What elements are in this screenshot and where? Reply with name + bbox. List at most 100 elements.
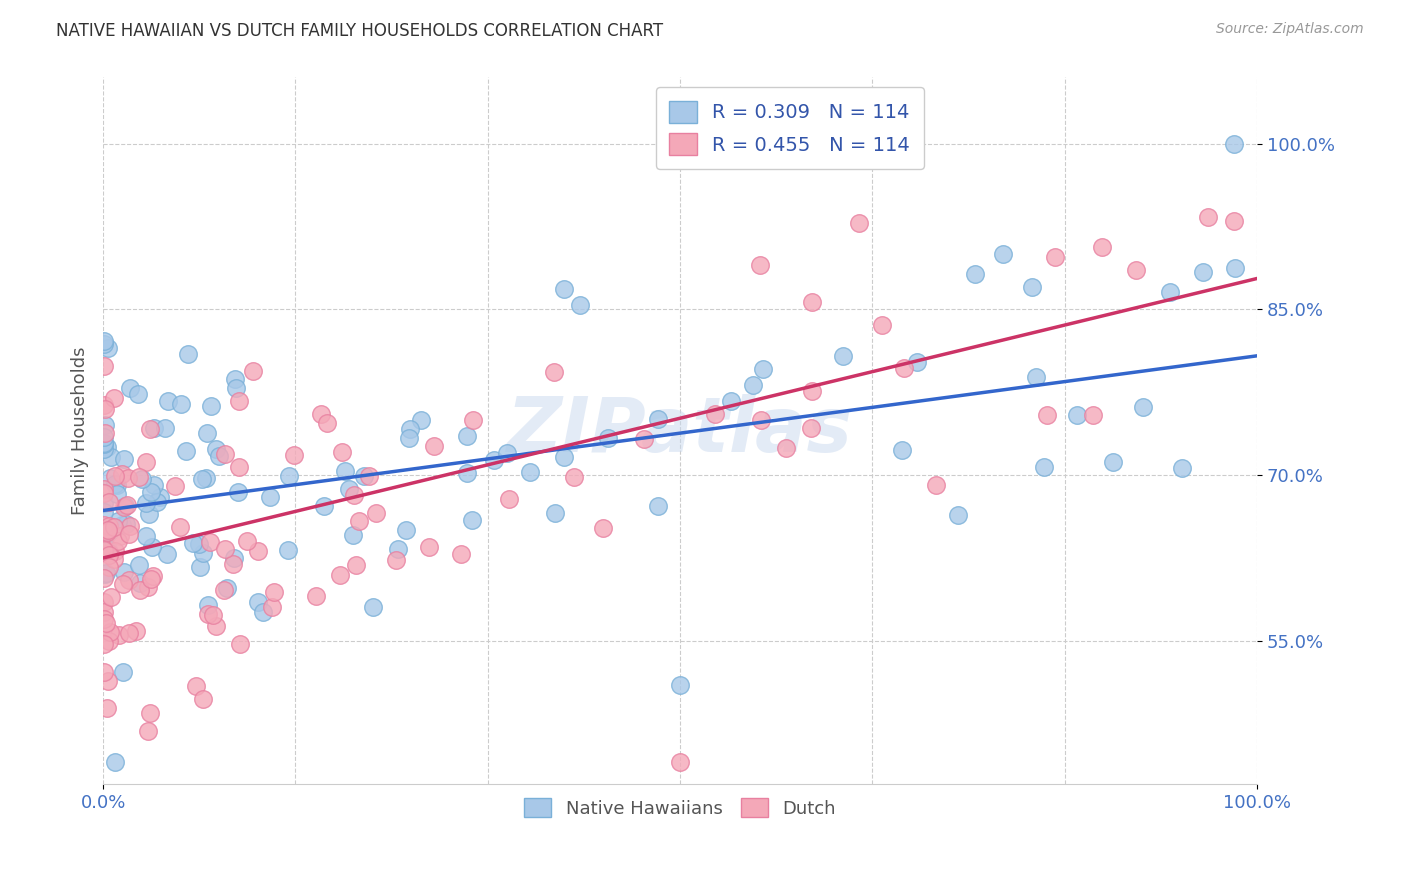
Point	[263, 585, 285, 599]
Point	[343, 488, 366, 502]
Point	[385, 553, 408, 567]
Point	[259, 490, 281, 504]
Point	[633, 432, 655, 446]
Point	[94, 566, 117, 580]
Point	[93, 334, 115, 348]
Point	[1223, 136, 1246, 151]
Text: NATIVE HAWAIIAN VS DUTCH FAMILY HOUSEHOLDS CORRELATION CHART: NATIVE HAWAIIAN VS DUTCH FAMILY HOUSEHOL…	[56, 22, 664, 40]
Y-axis label: Family Households: Family Households	[72, 347, 89, 516]
Point	[332, 444, 354, 458]
Point	[201, 607, 224, 622]
Point	[704, 407, 727, 421]
Point	[93, 542, 115, 557]
Point	[105, 487, 128, 501]
Point	[96, 527, 118, 541]
Point	[97, 548, 120, 562]
Point	[720, 394, 742, 409]
Point	[177, 347, 200, 361]
Point	[169, 520, 191, 534]
Point	[93, 418, 115, 433]
Point	[98, 560, 121, 574]
Point	[1197, 210, 1219, 224]
Point	[143, 421, 166, 435]
Point	[669, 756, 692, 770]
Point	[222, 557, 245, 571]
Point	[107, 514, 129, 528]
Point	[94, 544, 117, 558]
Point	[93, 605, 115, 619]
Point	[800, 295, 823, 310]
Point	[108, 628, 131, 642]
Point	[115, 498, 138, 512]
Point	[1091, 240, 1114, 254]
Point	[197, 607, 219, 621]
Point	[418, 540, 440, 554]
Point	[94, 615, 117, 630]
Point	[93, 505, 115, 519]
Point	[495, 446, 517, 460]
Point	[112, 452, 135, 467]
Point	[1223, 214, 1246, 228]
Point	[136, 580, 159, 594]
Point	[97, 524, 120, 538]
Point	[544, 506, 567, 520]
Point	[963, 267, 986, 281]
Point	[110, 529, 132, 543]
Point	[236, 533, 259, 548]
Point	[128, 558, 150, 572]
Point	[226, 485, 249, 500]
Point	[208, 450, 231, 464]
Point	[97, 673, 120, 688]
Point	[212, 582, 235, 597]
Point	[205, 618, 228, 632]
Point	[191, 546, 214, 560]
Point	[800, 384, 823, 398]
Point	[157, 393, 180, 408]
Point	[105, 477, 128, 491]
Point	[905, 354, 928, 368]
Point	[214, 542, 236, 557]
Point	[139, 422, 162, 436]
Point	[349, 515, 371, 529]
Point	[342, 528, 364, 542]
Point	[104, 468, 127, 483]
Point	[562, 470, 585, 484]
Point	[96, 701, 118, 715]
Point	[463, 413, 485, 427]
Point	[242, 364, 264, 378]
Point	[103, 520, 125, 534]
Point	[1192, 265, 1215, 279]
Point	[188, 537, 211, 551]
Point	[749, 258, 772, 272]
Point	[131, 472, 153, 486]
Point	[190, 472, 212, 486]
Point	[316, 416, 339, 430]
Point	[100, 450, 122, 464]
Point	[278, 469, 301, 483]
Point	[138, 508, 160, 522]
Point	[111, 517, 134, 532]
Point	[832, 349, 855, 363]
Point	[93, 637, 115, 651]
Point	[456, 466, 478, 480]
Point	[103, 552, 125, 566]
Point	[333, 464, 356, 478]
Point	[870, 318, 893, 332]
Point	[103, 391, 125, 405]
Point	[93, 442, 115, 456]
Point	[111, 665, 134, 679]
Point	[991, 247, 1014, 261]
Point	[98, 524, 121, 539]
Point	[163, 479, 186, 493]
Point	[800, 421, 823, 435]
Point	[312, 499, 335, 513]
Point	[741, 378, 763, 392]
Point	[93, 540, 115, 554]
Point	[98, 494, 121, 508]
Point	[1171, 461, 1194, 475]
Point	[93, 571, 115, 585]
Point	[498, 491, 520, 506]
Point	[361, 599, 384, 614]
Point	[1083, 408, 1105, 422]
Point	[98, 546, 121, 560]
